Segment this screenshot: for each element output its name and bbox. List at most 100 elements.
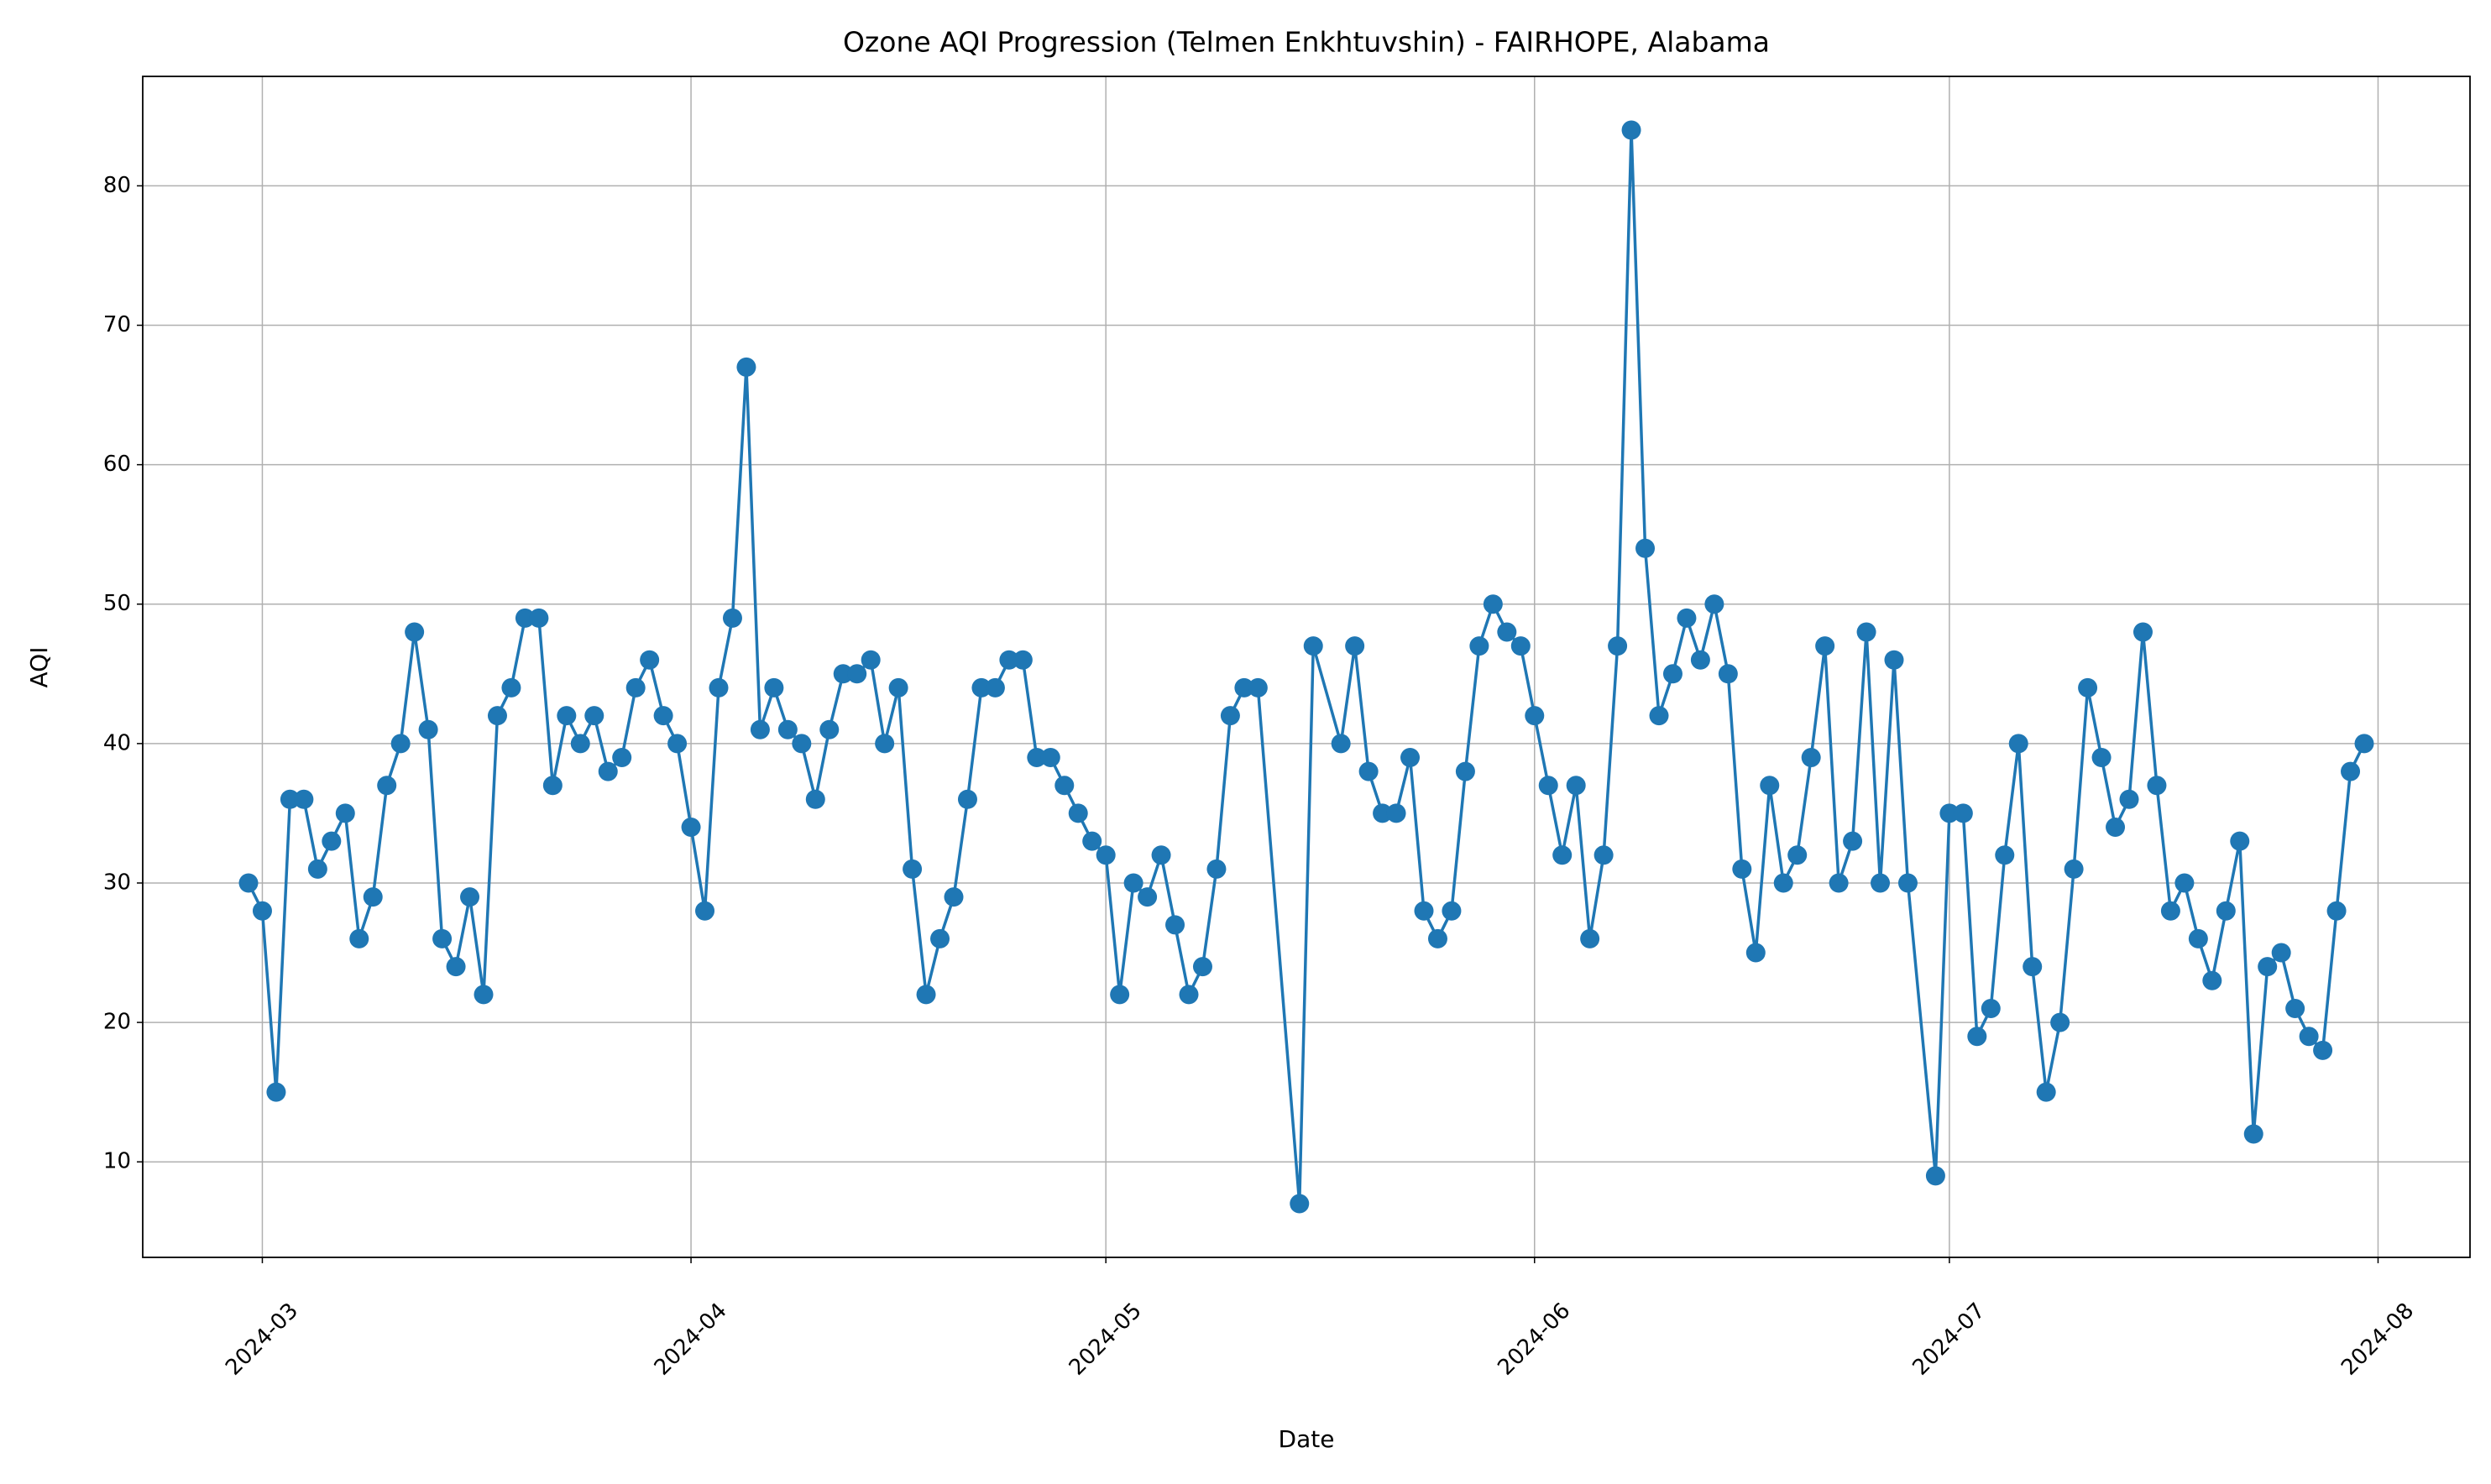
data-point: [1455, 761, 1475, 781]
data-point: [999, 650, 1019, 670]
y-tick-label: 60: [103, 452, 131, 477]
y-tick-label: 30: [103, 870, 131, 895]
data-line: [247, 128, 2366, 1205]
data-point: [1704, 594, 1724, 614]
x-tick-label: 2024-05: [1065, 1298, 1147, 1381]
data-point: [1386, 803, 1406, 823]
data-point: [2285, 998, 2305, 1018]
data-point: [1510, 636, 1531, 656]
data-point: [2174, 873, 2195, 893]
data-point: [667, 734, 688, 754]
data-point: [1566, 776, 1586, 796]
data-point: [1165, 915, 1185, 935]
data-point: [1635, 538, 1656, 558]
data-point: [1745, 943, 1766, 963]
y-axis-label: AQI: [25, 647, 53, 688]
data-point: [1234, 677, 1254, 698]
data-point: [1677, 608, 1697, 628]
y-tick-label: 10: [103, 1149, 131, 1174]
data-point: [2023, 957, 2043, 977]
data-point: [542, 776, 563, 796]
chart-title: Ozone AQI Progression (Telmen Enkhtuvshi…: [843, 26, 1770, 59]
data-point: [1967, 1027, 1987, 1047]
data-point: [2147, 776, 2167, 796]
data-point: [888, 677, 908, 698]
data-point: [1925, 1166, 1945, 1186]
data-point: [1856, 622, 1876, 642]
data-point: [405, 622, 425, 642]
data-point: [1096, 845, 1116, 865]
data-point: [377, 776, 397, 796]
data-point: [2064, 859, 2084, 879]
data-point: [1303, 636, 1323, 656]
data-point: [1608, 636, 1628, 656]
data-point: [819, 719, 840, 739]
data-point: [474, 985, 494, 1005]
data-point: [1331, 734, 1351, 754]
data-point: [515, 608, 535, 628]
data-point: [1138, 887, 1158, 907]
data-point: [1995, 845, 2015, 865]
data-point: [1953, 803, 1973, 823]
data-point: [1718, 664, 1738, 684]
data-point: [2160, 901, 2180, 921]
data-point: [280, 789, 300, 809]
data-point: [1414, 901, 1434, 921]
data-point: [709, 677, 729, 698]
data-point: [944, 887, 964, 907]
data-point: [2050, 1012, 2070, 1032]
data-point: [903, 859, 923, 879]
data-point: [501, 677, 521, 698]
data-point: [1179, 985, 1199, 1005]
x-axis-label: Date: [1279, 1425, 1335, 1453]
data-point: [1290, 1194, 1310, 1214]
data-point: [529, 608, 549, 628]
data-point: [1192, 957, 1212, 977]
x-tick-label: 2024-03: [221, 1298, 303, 1381]
data-point: [653, 706, 673, 726]
x-tick-label: 2024-04: [650, 1298, 732, 1381]
data-point: [2258, 957, 2278, 977]
data-point: [916, 985, 936, 1005]
data-point: [1345, 636, 1365, 656]
x-tick-label: 2024-06: [1493, 1298, 1575, 1381]
data-point: [432, 928, 453, 948]
data-point: [792, 734, 812, 754]
data-point: [1662, 664, 1682, 684]
data-point: [1206, 859, 1227, 879]
data-point: [1123, 873, 1143, 893]
data-point: [1649, 706, 1669, 726]
data-point: [1815, 636, 1835, 656]
data-point: [1801, 747, 1821, 767]
data-point: [1220, 706, 1240, 726]
data-point: [930, 928, 950, 948]
data-point: [335, 803, 355, 823]
data-point: [1621, 120, 1641, 140]
data-point: [1538, 776, 1558, 796]
data-point: [1483, 594, 1503, 614]
data-point: [460, 887, 480, 907]
y-tick-label: 50: [103, 591, 131, 616]
data-point: [1981, 998, 2001, 1018]
data-point: [805, 789, 825, 809]
y-tick-label: 70: [103, 312, 131, 337]
data-point: [1248, 677, 1268, 698]
data-point: [2078, 677, 2098, 698]
data-point: [1469, 636, 1489, 656]
data-point: [294, 789, 314, 809]
data-point: [2216, 901, 2236, 921]
data-point: [1760, 776, 1780, 796]
data-point: [1054, 776, 1075, 796]
x-tick-label: 2024-08: [2337, 1298, 2419, 1381]
data-point: [612, 747, 632, 767]
data-point: [1013, 650, 1033, 670]
data-point: [1497, 622, 1517, 642]
data-point: [764, 677, 784, 698]
data-point: [1829, 873, 1849, 893]
data-point: [1871, 873, 1891, 893]
data-point: [2243, 1124, 2263, 1144]
data-point: [875, 734, 895, 754]
data-point: [2230, 831, 2250, 851]
